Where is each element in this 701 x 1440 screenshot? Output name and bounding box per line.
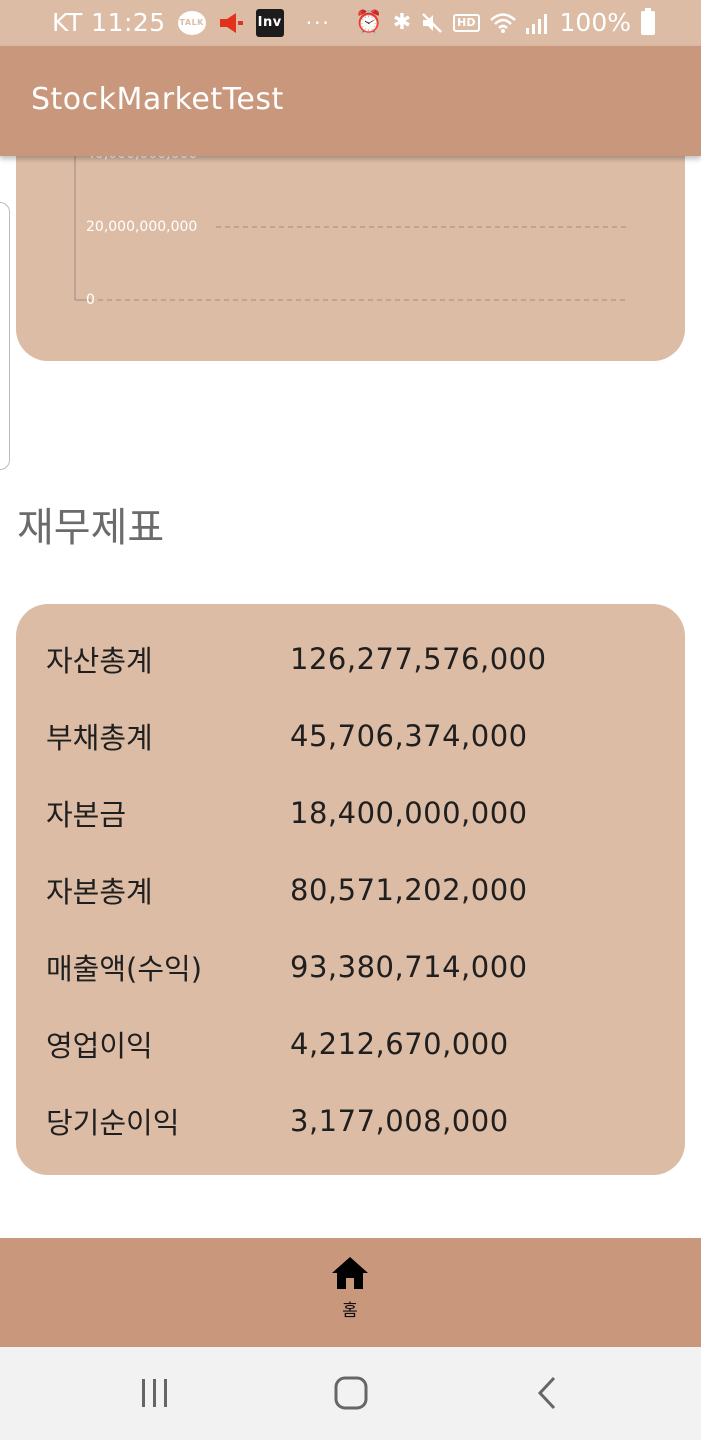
status-right: ⏰ ✱ HD 100% xyxy=(355,7,655,37)
row-label: 영업이익 xyxy=(46,1029,153,1063)
signal-icon xyxy=(525,13,547,34)
nav-label-home: 홈 xyxy=(342,1301,358,1321)
recent-apps-icon[interactable] xyxy=(134,1375,174,1411)
kakaotalk-icon: TALK xyxy=(177,10,206,35)
mute-icon xyxy=(422,12,443,33)
row-value: 80,571,202,000 xyxy=(290,873,528,907)
app-bar: StockMarketTest xyxy=(0,46,701,156)
row-label: 매출액(수익) xyxy=(46,952,203,986)
home-button-icon[interactable] xyxy=(331,1375,371,1411)
table-row: 자본총계 80,571,202,000 xyxy=(46,865,666,915)
nav-item-home[interactable]: 홈 xyxy=(320,1256,380,1336)
status-left: KT 11:25 TALK Inv ··· xyxy=(52,8,331,37)
system-navigation-bar xyxy=(0,1347,701,1440)
table-row: 당기순이익 3,177,008,000 xyxy=(46,1096,666,1146)
bottom-navigation: 홈 xyxy=(0,1238,701,1347)
carrier-time: KT 11:25 xyxy=(52,8,166,37)
investing-app-icon: Inv xyxy=(255,8,284,37)
status-bar: KT 11:25 TALK Inv ··· ⏰ ✱ HD xyxy=(0,0,701,46)
app-title: StockMarketTest xyxy=(31,82,284,117)
tick-label-20b: 20,000,000,000 xyxy=(86,219,197,235)
more-notifications-icon: ··· xyxy=(305,10,331,35)
megaphone-icon xyxy=(219,12,243,33)
row-label: 자산총계 xyxy=(46,644,153,678)
side-sheet-edge xyxy=(0,202,10,470)
row-value: 126,277,576,000 xyxy=(290,642,547,676)
wifi-icon xyxy=(489,12,516,33)
alarm-icon: ⏰ xyxy=(355,10,383,35)
row-value: 45,706,374,000 xyxy=(290,719,528,753)
table-row: 매출액(수익) 93,380,714,000 xyxy=(46,942,666,992)
row-label: 자본총계 xyxy=(46,875,153,909)
bluetooth-icon: ✱ xyxy=(392,10,412,35)
row-label: 부채총계 xyxy=(46,721,153,755)
row-value: 93,380,714,000 xyxy=(290,950,528,984)
table-row: 자산총계 126,277,576,000 xyxy=(46,634,666,684)
battery-percent: 100% xyxy=(559,8,631,37)
tick-label-0: 0 xyxy=(86,292,95,308)
row-value: 4,212,670,000 xyxy=(290,1027,509,1061)
table-row: 자본금 18,400,000,000 xyxy=(46,788,666,838)
battery-icon xyxy=(641,7,655,35)
row-label: 당기순이익 xyxy=(46,1106,180,1140)
financial-card: 자산총계 126,277,576,000 부채총계 45,706,374,000… xyxy=(16,604,685,1175)
home-icon xyxy=(332,1257,368,1289)
row-label: 자본금 xyxy=(46,798,127,832)
table-row: 부채총계 45,706,374,000 xyxy=(46,711,666,761)
back-button-icon[interactable] xyxy=(528,1375,568,1411)
row-value: 3,177,008,000 xyxy=(290,1104,509,1138)
hd-voice-icon: HD xyxy=(453,13,480,32)
row-value: 18,400,000,000 xyxy=(290,796,528,830)
section-title-financials: 재무제표 xyxy=(17,505,165,551)
table-row: 영업이익 4,212,670,000 xyxy=(46,1019,666,1069)
